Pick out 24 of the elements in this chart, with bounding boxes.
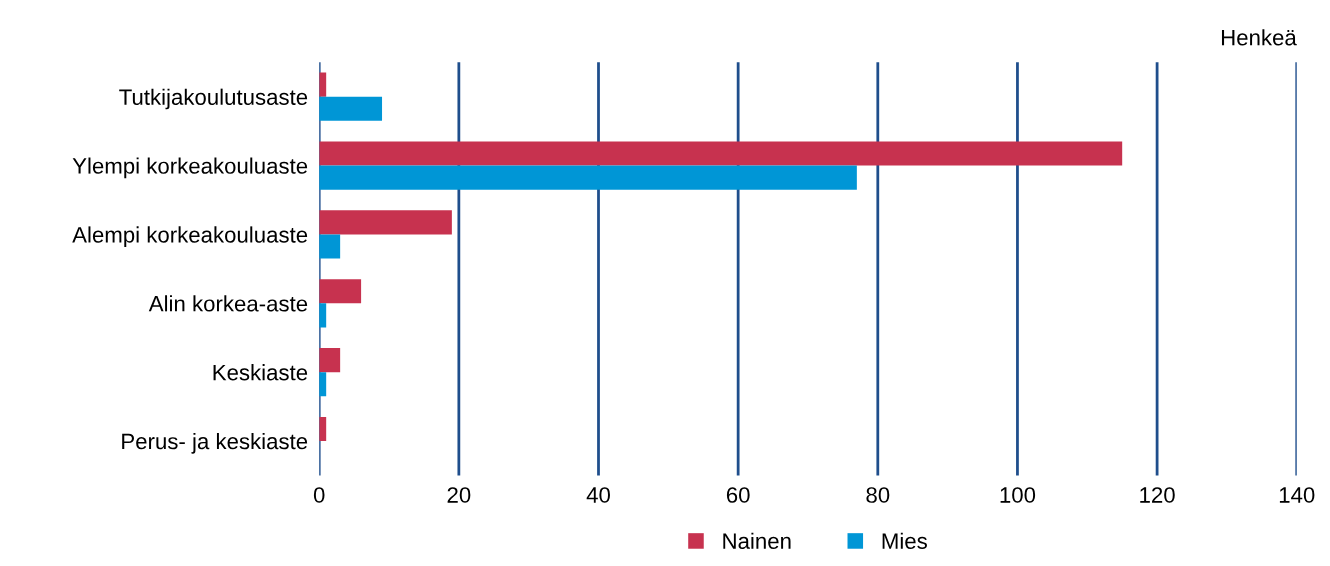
bar (319, 96, 383, 121)
x-tick-label: 140 (1279, 487, 1315, 503)
bar (319, 165, 857, 190)
x-tick-label: 80 (866, 487, 890, 503)
bar (319, 348, 341, 373)
bar (319, 141, 1123, 166)
x-axis-title: Henkeä (1221, 29, 1297, 46)
y-tick-label: Perus- ja keskiaste (122, 432, 308, 454)
x-tick-label: 40 (586, 487, 610, 503)
x-tick-label: 60 (726, 487, 750, 503)
y-tick-label: Keskiaste (213, 364, 308, 381)
x-tick-label: 120 (1140, 487, 1175, 503)
y-tick-label: Ylempi korkeakouluaste (72, 157, 308, 179)
x-tick-label: 20 (447, 487, 471, 503)
y-tick-label: Alempi korkeakouluaste (72, 226, 308, 248)
legend-label: Mies (882, 532, 927, 549)
x-tick-label: 0 (313, 487, 325, 503)
y-tick-label: Tutkijakoulutusaste (119, 88, 308, 110)
legend-label: Nainen (723, 532, 791, 549)
bar (319, 234, 341, 259)
y-tick-label: Alin korkea-aste (148, 295, 308, 312)
bar (319, 279, 362, 304)
bar (319, 210, 452, 235)
x-tick-label: 100 (1000, 487, 1036, 503)
